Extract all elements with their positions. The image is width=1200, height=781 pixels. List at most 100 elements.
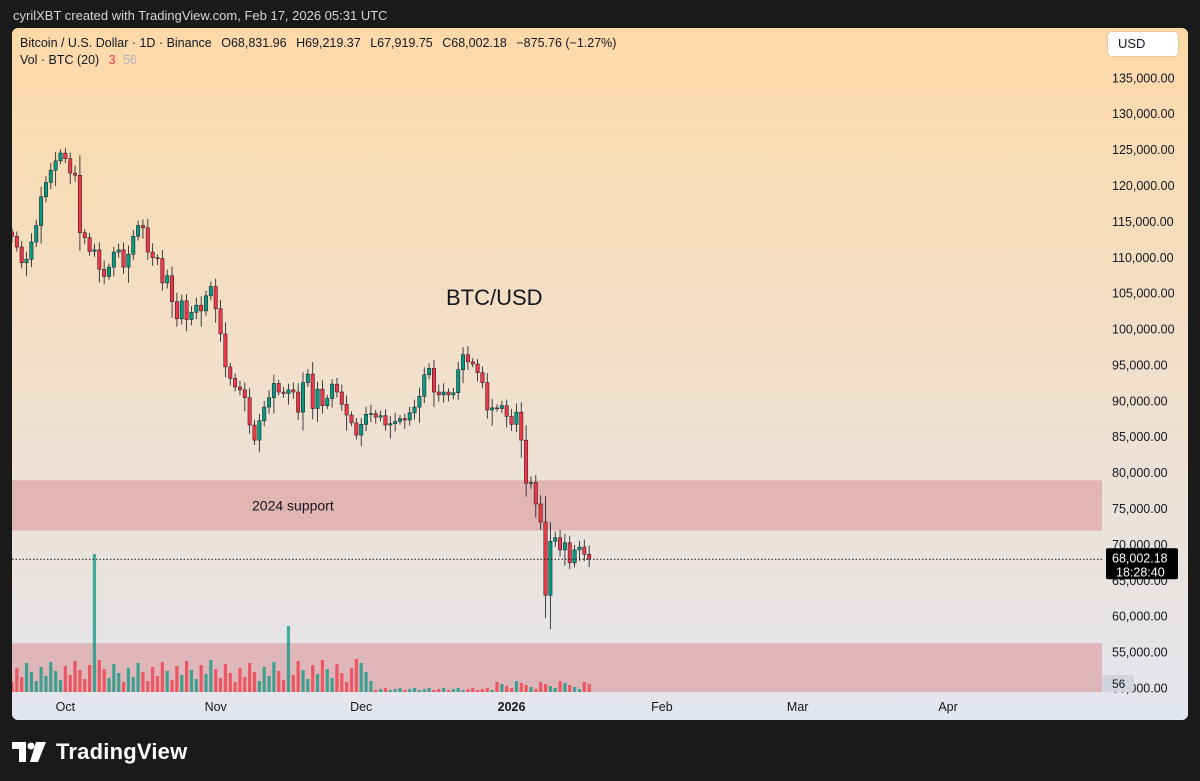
volume-bar	[301, 670, 305, 692]
volume-bar	[306, 679, 310, 692]
volume-bar	[243, 677, 247, 692]
tradingview-footer: TradingView	[12, 737, 187, 767]
candle-body	[24, 258, 29, 264]
candle	[499, 400, 504, 413]
candle-body	[276, 383, 281, 393]
candle-body	[68, 158, 73, 174]
candle-body	[271, 383, 276, 399]
candle	[238, 380, 242, 396]
volume-bar	[194, 679, 198, 692]
volume-bar	[228, 673, 232, 692]
candle	[315, 381, 320, 422]
volume-bar	[534, 689, 538, 692]
candle-body	[247, 397, 252, 426]
candle	[436, 384, 441, 402]
candle-body	[204, 295, 208, 312]
candle	[446, 388, 451, 402]
candle	[582, 539, 587, 561]
volume-indicator-label[interactable]: Vol · BTC (20)	[20, 53, 100, 67]
candle-body	[44, 182, 48, 198]
candle-body	[587, 553, 592, 560]
candle	[77, 155, 82, 251]
volume-bar	[412, 688, 417, 692]
candle	[378, 410, 383, 422]
candle-body	[354, 422, 359, 436]
candle	[567, 535, 572, 570]
volume-bar	[54, 671, 58, 692]
candle-body	[63, 152, 68, 159]
candle-body	[330, 383, 335, 399]
volume-bar	[577, 689, 582, 692]
candle-body	[339, 391, 344, 405]
candle-body	[19, 246, 24, 264]
candle	[529, 476, 533, 489]
volume-bar	[379, 689, 383, 692]
volume-bar	[476, 690, 480, 692]
candle-body	[116, 249, 121, 253]
tradingview-logo-icon	[12, 742, 46, 762]
volume-bar	[403, 690, 407, 692]
volume-bar	[573, 687, 577, 692]
candle	[364, 406, 369, 432]
volume-bar	[335, 664, 339, 692]
chart-title: BTC/USD	[446, 285, 543, 310]
candle-body	[160, 258, 165, 284]
candle-body	[170, 275, 175, 302]
ohlc-low: L67,919.75	[370, 36, 433, 50]
candle	[39, 186, 44, 244]
volume-bar	[238, 668, 242, 692]
volume-bar	[204, 674, 208, 692]
volume-header: Vol · BTC (20) 3 56	[20, 53, 143, 67]
volume-bar	[44, 676, 48, 692]
candle-body	[553, 537, 558, 542]
volume-bar	[485, 688, 489, 692]
candle	[189, 306, 194, 326]
candle-body	[572, 549, 577, 564]
candle	[310, 362, 315, 420]
candle	[558, 530, 562, 557]
volume-layer	[12, 554, 591, 692]
volume-bar	[112, 664, 116, 692]
candle	[199, 296, 204, 327]
candle	[485, 373, 490, 419]
volume-bar	[563, 683, 567, 692]
symbol-name[interactable]: Bitcoin / U.S. Dollar · 1D · Binance	[20, 36, 212, 50]
chart-panel[interactable]: 2024 support BTC/USD 135,000.00 130,000.0…	[12, 28, 1188, 720]
chart-canvas[interactable]: 2024 support BTC/USD 135,000.00 130,000.0…	[12, 28, 1188, 720]
candle-body	[562, 542, 567, 551]
volume-bar	[509, 688, 514, 692]
candle-body	[213, 286, 218, 310]
candle-body	[344, 403, 349, 416]
candle-body	[398, 418, 402, 422]
candle-body	[87, 237, 92, 252]
candle-body	[538, 503, 543, 523]
price-tick-label: 105,000.00	[1112, 287, 1175, 301]
candle	[296, 383, 301, 421]
candle-body	[456, 369, 461, 393]
candle-body	[533, 482, 538, 505]
volume-value-gray: 56	[123, 53, 138, 67]
candle-body	[504, 405, 509, 417]
volume-bar	[209, 660, 213, 692]
candle-body	[301, 382, 305, 413]
candle-body	[14, 236, 19, 248]
currency-button[interactable]: USD	[1108, 32, 1178, 56]
volume-bar	[83, 679, 87, 692]
candle-body	[121, 249, 126, 268]
candle-body	[242, 389, 247, 399]
volume-bar	[349, 668, 354, 692]
candle	[373, 409, 378, 424]
candle-body	[145, 227, 150, 253]
candle	[121, 242, 126, 274]
candle	[432, 360, 436, 407]
candle-body	[291, 389, 296, 393]
candle	[58, 149, 63, 165]
candle-body	[155, 257, 160, 260]
volume-bar	[189, 670, 194, 692]
candle	[286, 383, 291, 405]
candle	[34, 219, 39, 248]
candle	[271, 374, 276, 414]
candle-body	[441, 391, 446, 396]
candle-body	[378, 415, 383, 418]
candle	[543, 496, 548, 619]
